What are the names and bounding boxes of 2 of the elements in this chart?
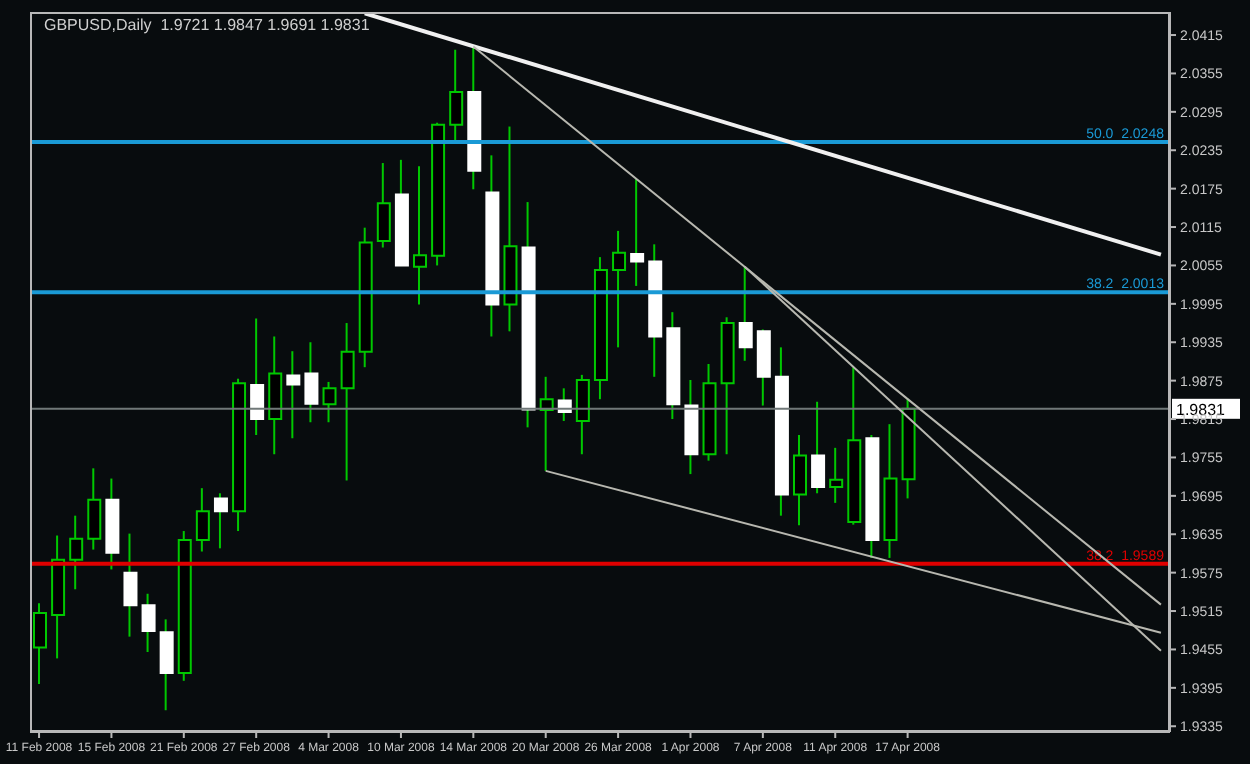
ref-line-label: 1.9831 <box>1176 400 1227 419</box>
chart-title: GBPUSD,Daily 1.9721 1.9847 1.9691 1.9831 <box>44 16 370 34</box>
